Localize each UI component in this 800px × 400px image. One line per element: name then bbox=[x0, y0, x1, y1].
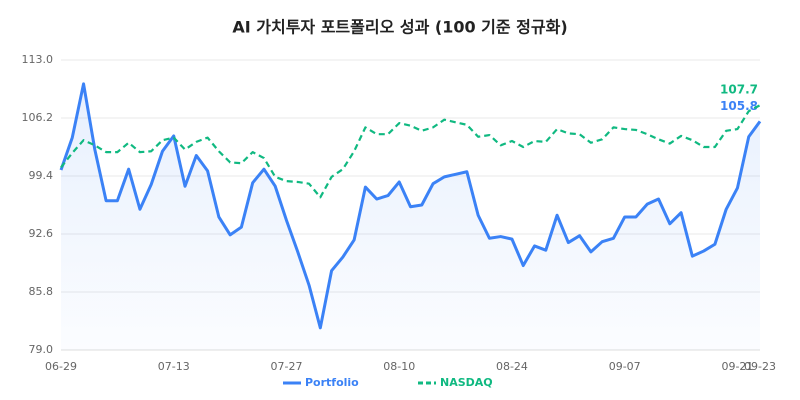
line bbox=[60, 104, 761, 199]
x-tick-label: 09-07 bbox=[609, 360, 641, 373]
x-tick-label: 08-24 bbox=[496, 360, 528, 373]
x-tick-label: 08-10 bbox=[383, 360, 415, 373]
y-tick-label: 113.0 bbox=[22, 53, 54, 66]
x-tick-label: 09-23 bbox=[744, 360, 776, 373]
end-label: 105.8 bbox=[720, 99, 758, 113]
x-tick-label: 06-29 bbox=[45, 360, 77, 373]
x-tick-label: 07-27 bbox=[270, 360, 302, 373]
y-tick-label: 85.8 bbox=[29, 285, 54, 298]
line bbox=[59, 82, 762, 330]
y-tick-label: 92.6 bbox=[29, 227, 54, 240]
x-tick-label: 07-13 bbox=[158, 360, 190, 373]
area bbox=[61, 83, 760, 350]
chart-title: AI 가치투자 포트폴리오 성과 (100 기준 정규화) bbox=[232, 18, 567, 37]
y-tick-label: 99.4 bbox=[29, 169, 54, 182]
y-tick-label: 106.2 bbox=[22, 111, 54, 124]
legend-label: NASDAQ bbox=[440, 376, 493, 389]
y-tick-label: 79.0 bbox=[29, 343, 54, 356]
legend-label: Portfolio bbox=[305, 376, 359, 389]
end-label: 107.7 bbox=[720, 83, 758, 97]
x-tick-label: 09-21 bbox=[721, 360, 753, 373]
